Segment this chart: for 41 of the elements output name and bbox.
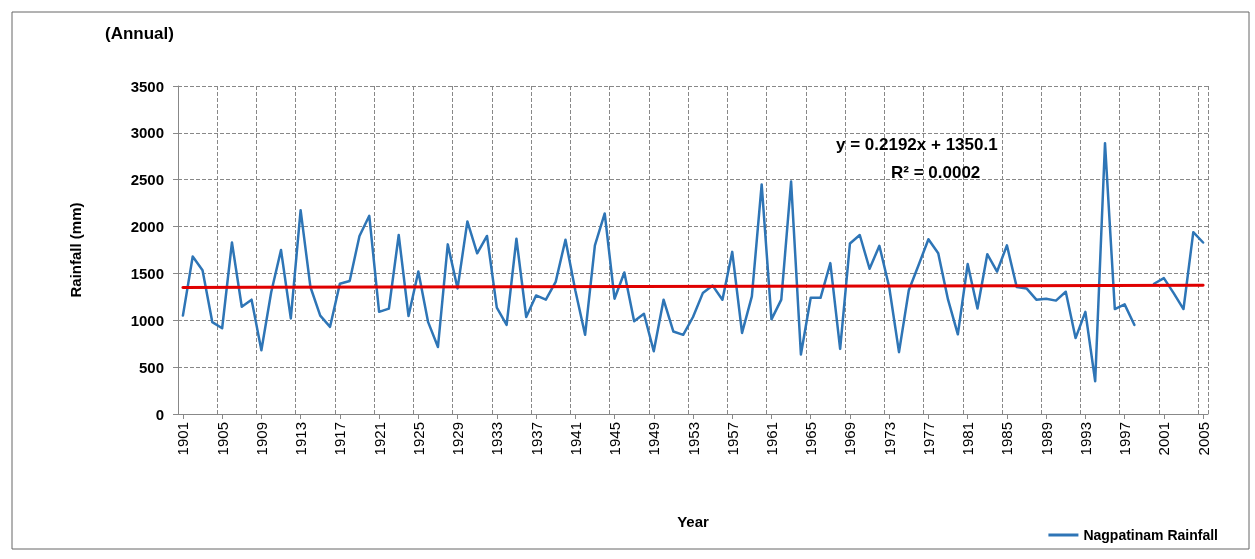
x-tick-label: 1985 <box>998 422 1016 456</box>
y-tick-label: 500 <box>138 358 164 376</box>
x-tick-label: 1969 <box>841 422 859 456</box>
x-tick-label: 1993 <box>1076 422 1094 456</box>
x-tick-label: 1913 <box>292 422 310 456</box>
x-tick-label: 1933 <box>488 422 506 456</box>
x-tick-label: 1945 <box>606 422 624 456</box>
x-tick-label: 1973 <box>880 422 898 456</box>
y-tick-label: 2000 <box>130 218 164 236</box>
x-tick-label: 1997 <box>1116 422 1134 456</box>
x-axis-title: Year <box>677 513 710 530</box>
x-tick-label: 1953 <box>684 422 702 456</box>
y-tick-label: 2500 <box>130 171 164 189</box>
y-tick-label: 0 <box>155 405 164 423</box>
x-tick-label: 1905 <box>213 422 231 456</box>
x-tick-label: 1901 <box>174 422 192 456</box>
y-tick-label: 3500 <box>130 77 164 95</box>
y-tick-label: 3000 <box>130 124 164 142</box>
legend-label: Nagpatinam Rainfall <box>1083 527 1219 543</box>
y-axis-title: Rainfall (mm) <box>67 202 84 298</box>
x-tick-label: 1925 <box>409 422 427 456</box>
y-tick-label: 1500 <box>130 264 164 282</box>
x-tick-label: 1921 <box>370 422 388 456</box>
chart-title: (Annual) <box>105 24 174 43</box>
x-tick-label: 1937 <box>527 422 545 456</box>
x-tick-label: 2001 <box>1155 422 1173 456</box>
x-tick-label: 1989 <box>1037 422 1055 456</box>
annotation: R² = 0.0002 <box>891 163 981 182</box>
x-tick-label: 1941 <box>566 422 584 456</box>
x-tick-label: 1909 <box>252 422 270 456</box>
x-tick-label: 1957 <box>723 422 741 456</box>
annotation: y = 0.2192x + 1350.1 <box>836 135 998 154</box>
x-tick-label: 1917 <box>331 422 349 456</box>
x-tick-label: 1949 <box>645 422 663 456</box>
x-tick-label: 1981 <box>959 422 977 456</box>
x-tick-label: 2005 <box>1194 422 1212 456</box>
x-tick-label: 1929 <box>449 422 467 456</box>
x-tick-label: 1965 <box>802 422 820 456</box>
y-tick-label: 1000 <box>130 311 164 329</box>
x-tick-label: 1977 <box>919 422 937 456</box>
x-tick-label: 1961 <box>762 422 780 456</box>
